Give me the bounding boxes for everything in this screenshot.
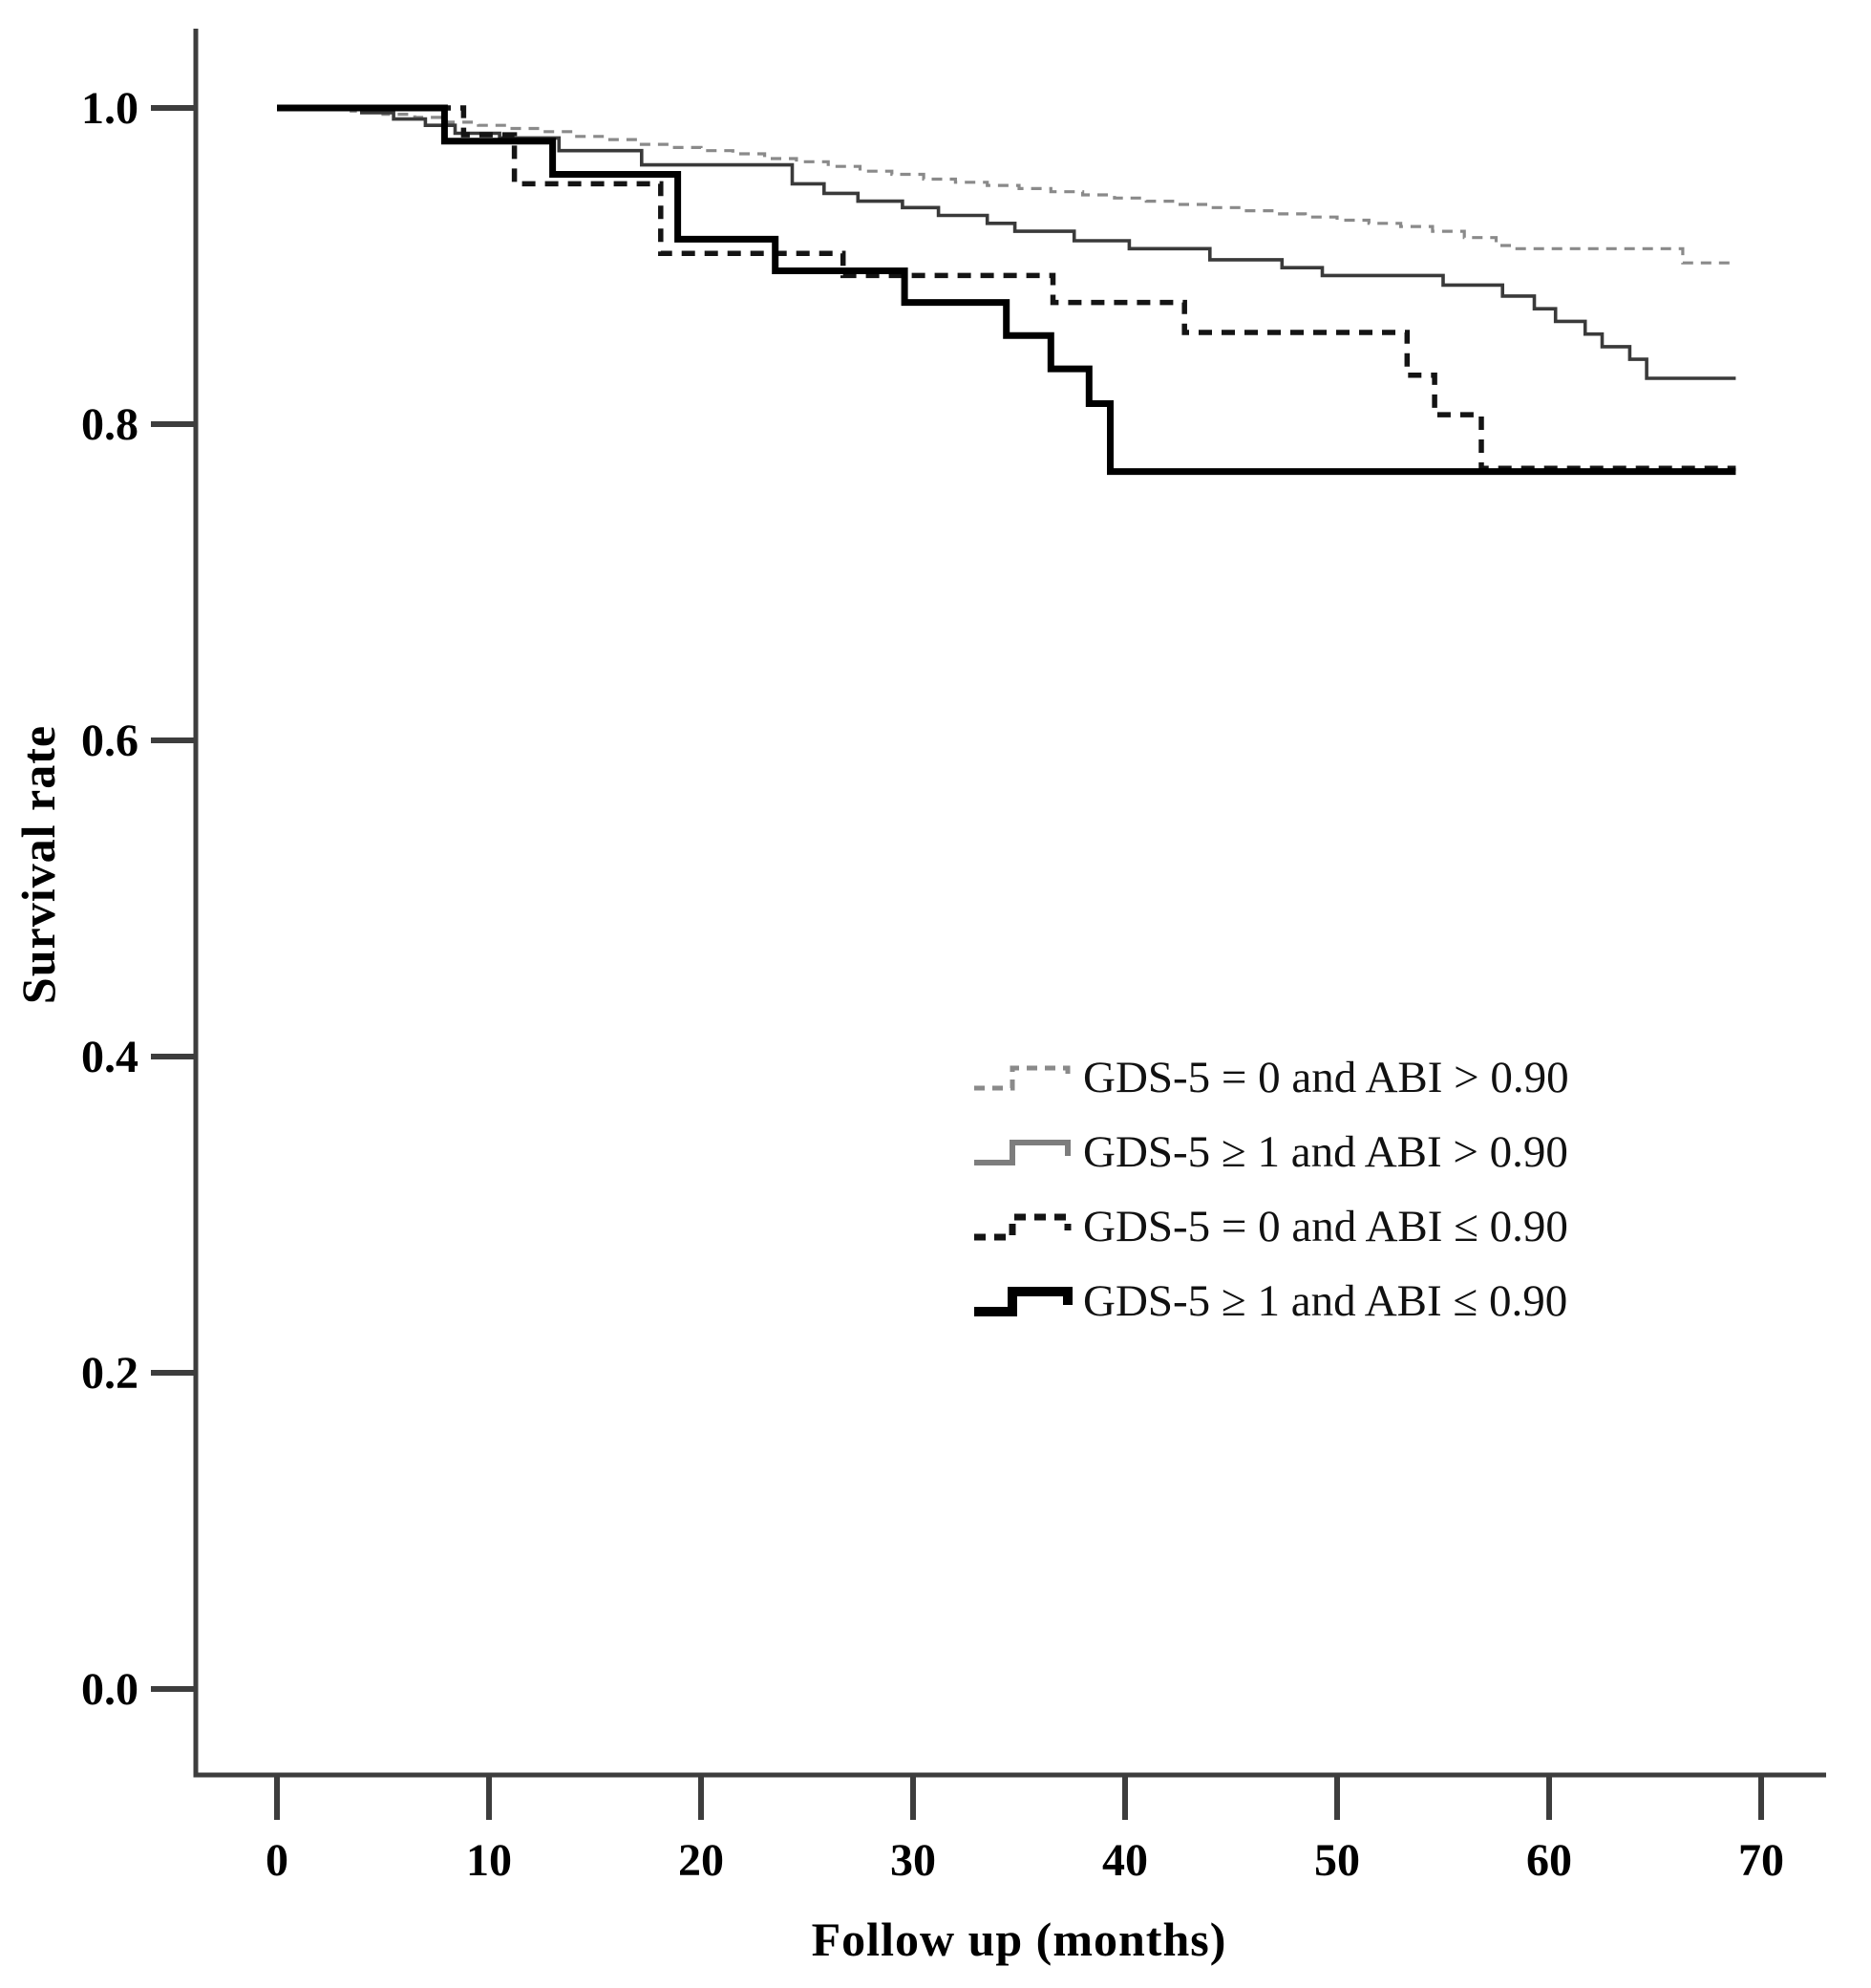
x-tick-label: 70 xyxy=(1738,1835,1784,1886)
survival-curve-2 xyxy=(277,105,1736,472)
thin-solid-gray-line-sample xyxy=(974,1140,1071,1165)
y-tick-label: 0.2 xyxy=(81,1348,138,1399)
survival-curve-0 xyxy=(277,106,1736,265)
survival-curve-3 xyxy=(277,104,1736,476)
legend-label: GDS-5 = 0 and ABI ≤ 0.90 xyxy=(1083,1202,1568,1251)
legend-item-gds0-abi-low: GDS-5 = 0 and ABI ≤ 0.90 xyxy=(970,1189,1569,1264)
y-tick-label: 0.0 xyxy=(81,1664,138,1715)
survival-curve-1 xyxy=(277,106,1736,380)
x-tick-label: 40 xyxy=(1102,1835,1148,1886)
legend-item-gds1-abi-high: GDS-5 ≥ 1 and ABI > 0.90 xyxy=(970,1115,1569,1189)
y-tick-label: 1.0 xyxy=(81,83,138,134)
y-tick-label: 0.6 xyxy=(81,716,138,766)
thick-dashed-black-line-sample xyxy=(974,1213,1072,1241)
legend-label: GDS-5 = 0 and ABI > 0.90 xyxy=(1083,1053,1569,1102)
x-tick-label: 0 xyxy=(266,1835,288,1886)
x-axis-title: Follow up (months) xyxy=(811,1913,1227,1966)
thick-solid-black-line-sample xyxy=(974,1287,1073,1316)
x-tick-label: 10 xyxy=(466,1835,512,1886)
y-tick-label: 0.4 xyxy=(81,1032,138,1082)
legend-label: GDS-5 ≥ 1 and ABI > 0.90 xyxy=(1083,1127,1568,1177)
legend-item-gds0-abi-high: GDS-5 = 0 and ABI > 0.90 xyxy=(970,1040,1569,1115)
x-tick-label: 60 xyxy=(1526,1835,1572,1886)
legend-item-gds1-abi-low: GDS-5 ≥ 1 and ABI ≤ 0.90 xyxy=(970,1264,1569,1338)
x-tick-label: 30 xyxy=(890,1835,936,1886)
thin-dashed-gray-line-sample xyxy=(974,1065,1071,1091)
y-axis-title: Survival rate xyxy=(11,724,65,1005)
x-tick-label: 20 xyxy=(678,1835,724,1886)
y-tick-label: 0.8 xyxy=(81,399,138,450)
axes xyxy=(193,29,1826,1778)
legend: GDS-5 = 0 and ABI > 0.90 GDS-5 ≥ 1 and A… xyxy=(970,1040,1569,1338)
legend-label: GDS-5 ≥ 1 and ABI ≤ 0.90 xyxy=(1083,1276,1568,1326)
x-tick-label: 50 xyxy=(1314,1835,1360,1886)
